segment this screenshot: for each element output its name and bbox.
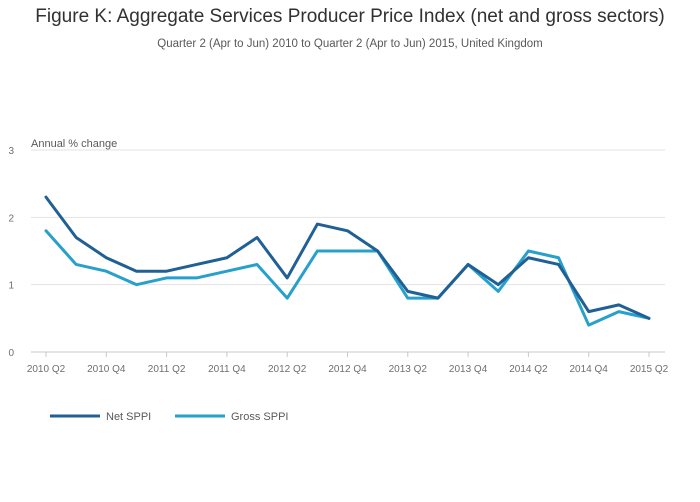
x-tick-label: 2013 Q4: [449, 364, 488, 375]
x-tick-label: 2015 Q2: [630, 364, 669, 375]
x-tick-label: 2013 Q2: [389, 364, 428, 375]
legend[interactable]: Net SPPI Gross SPPI: [50, 411, 288, 423]
y-tick-label: 0: [8, 348, 14, 359]
legend-item-gross[interactable]: Gross SPPI: [175, 411, 288, 423]
axes: 0 1 2 3 2010 Q2 2010 Q4 2011 Q2 2011 Q4 2012 Q2 2…: [8, 146, 668, 375]
x-tick-label: 2014 Q2: [509, 364, 548, 375]
y-axis-label: Annual % change: [31, 138, 117, 150]
y-tick-label: 1: [8, 281, 14, 292]
series-line-net[interactable]: [44, 195, 651, 320]
x-tick-label: 2012 Q4: [328, 364, 367, 375]
legend-label: Net SPPI: [106, 411, 151, 423]
legend-label: Gross SPPI: [231, 411, 288, 423]
x-tick-label: 2011 Q4: [208, 364, 246, 375]
x-tick-label: 2010 Q2: [27, 364, 66, 375]
x-tick-label: 2014 Q4: [570, 364, 609, 375]
x-tick-label: 2010 Q4: [87, 364, 126, 375]
x-tick-label: 2012 Q2: [268, 364, 307, 375]
series-line-gross[interactable]: [44, 229, 651, 327]
chart-title: Figure K: Aggregate Services Producer Pr…: [35, 6, 665, 27]
legend-item-net[interactable]: Net SPPI: [50, 411, 151, 423]
gridlines: [31, 149, 665, 286]
y-tick-label: 2: [8, 213, 14, 224]
chart-subtitle: Quarter 2 (Apr to Jun) 2010 to Quarter 2…: [157, 38, 543, 50]
y-tick-label: 3: [8, 146, 14, 157]
series-lines: [44, 195, 651, 327]
x-tick-label: 2011 Q2: [148, 364, 186, 375]
